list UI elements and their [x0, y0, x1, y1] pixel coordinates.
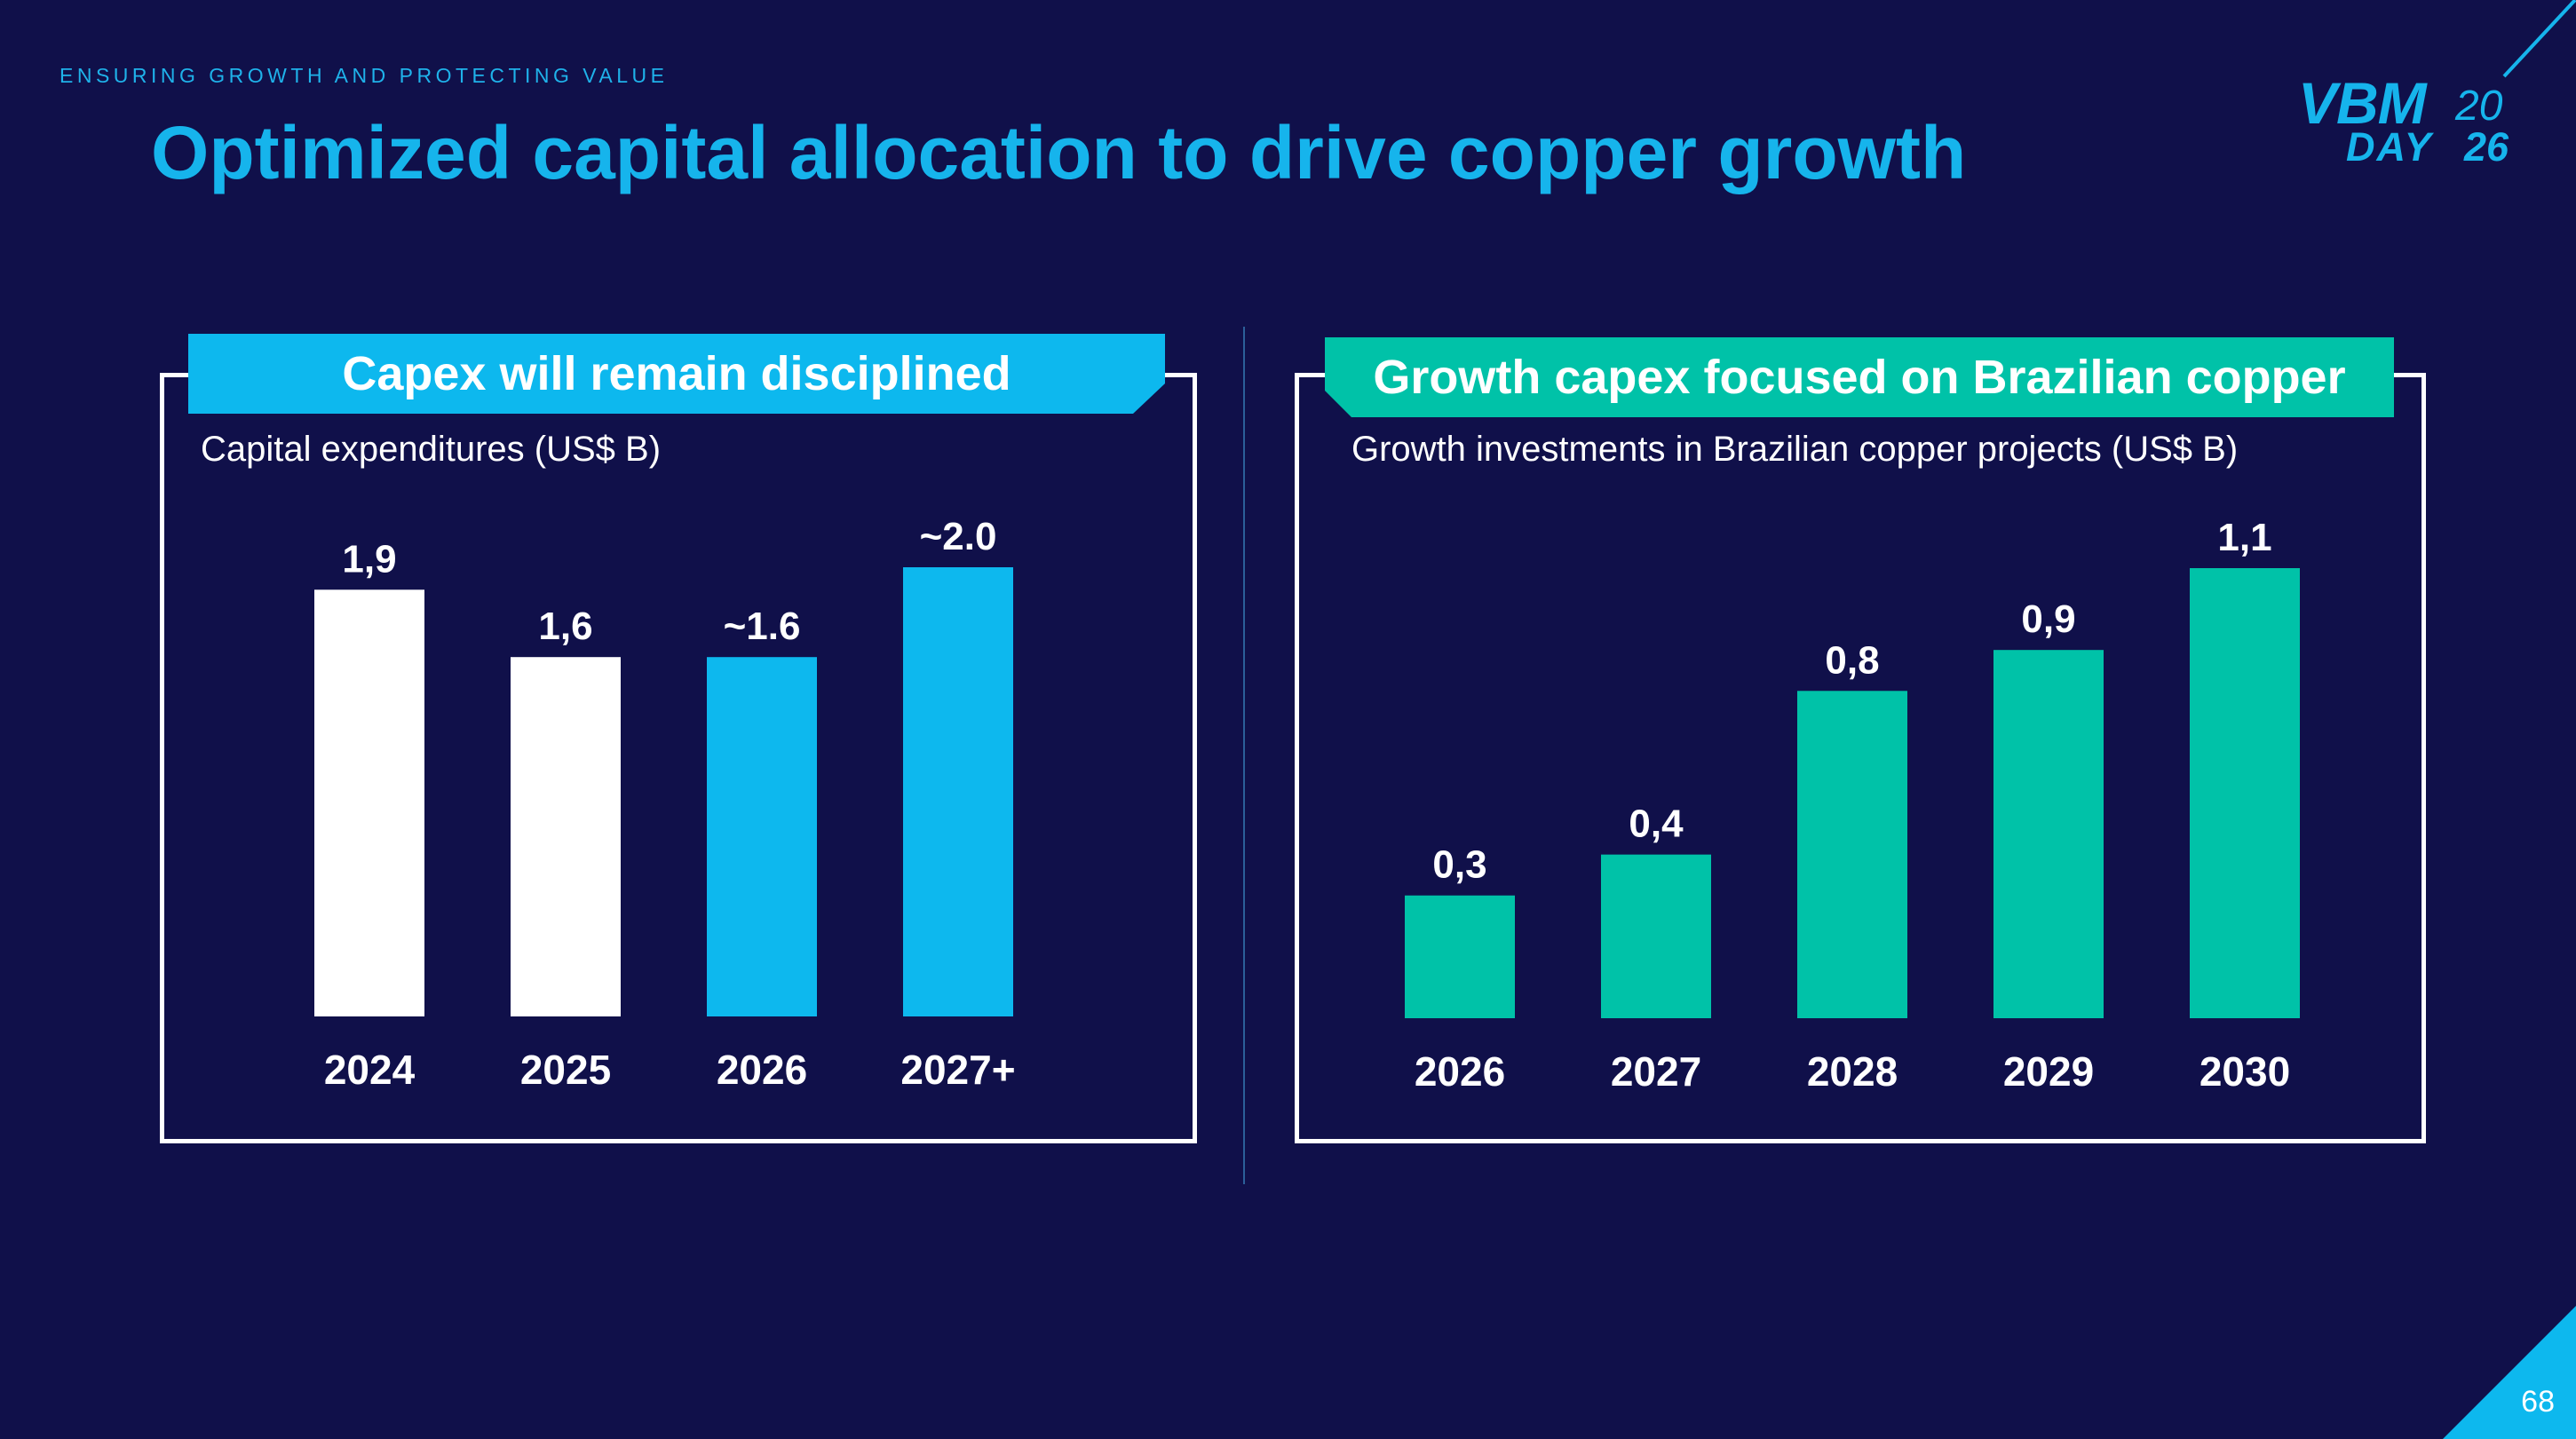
category-label: 2026: [1415, 1048, 1505, 1095]
category-label: 2029: [2003, 1048, 2094, 1095]
logo-vbm: VBM: [2298, 70, 2427, 136]
category-label: 2028: [1807, 1048, 1898, 1095]
left-panel-header: Capex will remain disciplined: [342, 347, 1011, 400]
data-label: 0,3: [1432, 843, 1486, 887]
data-label: ~1.6: [724, 605, 801, 648]
data-label: 0,9: [2021, 597, 2075, 641]
growth-capex-bar-chart: 0,3 2026 0,4 2027 0,8 2028 0,9 2029 1,1 2030: [1405, 516, 2300, 1095]
data-label: ~2.0: [920, 515, 997, 558]
logo-accent-line: [2502, 0, 2576, 78]
data-label: 1,1: [2217, 516, 2271, 559]
data-label: 1,6: [538, 605, 592, 648]
category-label: 2030: [2200, 1048, 2290, 1095]
page-number: 68: [2521, 1385, 2555, 1419]
slide-title: Optimized capital allocation to drive co…: [151, 111, 1967, 194]
corner-accent: [2443, 1306, 2576, 1439]
right-panel-header: Growth capex focused on Brazilian copper: [1373, 351, 2346, 404]
eyebrow-label: ENSURING GROWTH AND PROTECTING VALUE: [59, 64, 669, 87]
data-label: 0,8: [1825, 638, 1879, 682]
category-label: 2027: [1611, 1048, 1701, 1095]
category-label: 2026: [717, 1047, 807, 1093]
bar-2026: [707, 657, 817, 1016]
category-label: 2024: [324, 1047, 416, 1093]
left-panel-subtitle: Capital expenditures (US$ B): [201, 430, 662, 469]
logo-day: DAY: [2346, 124, 2433, 170]
bar-2027: [903, 567, 1013, 1016]
data-label: 0,4: [1629, 803, 1684, 846]
panel-divider: [1243, 327, 1245, 1184]
bar-2030: [2190, 568, 2300, 1018]
bar-2029: [1993, 650, 2104, 1018]
bar-2028: [1797, 691, 1907, 1018]
bar-2024: [314, 589, 424, 1016]
bar-2027: [1601, 854, 1711, 1018]
bar-2025: [511, 657, 621, 1016]
category-label: 2027+: [900, 1047, 1015, 1093]
logo-year-top: 20: [2455, 83, 2503, 130]
right-panel-subtitle: Growth investments in Brazilian copper p…: [1351, 430, 2239, 469]
capex-bar-chart: 1,9 2024 1,6 2025 ~1.6 2026 ~2.0 2027+: [314, 515, 1016, 1093]
category-label: 2025: [520, 1047, 611, 1093]
left-panel-header-shape: [188, 334, 1165, 414]
bar-2026: [1405, 895, 1515, 1018]
right-panel-header-shape: [1325, 337, 2394, 417]
data-label: 1,9: [342, 537, 396, 581]
logo-year-bottom: 26: [2464, 124, 2509, 170]
